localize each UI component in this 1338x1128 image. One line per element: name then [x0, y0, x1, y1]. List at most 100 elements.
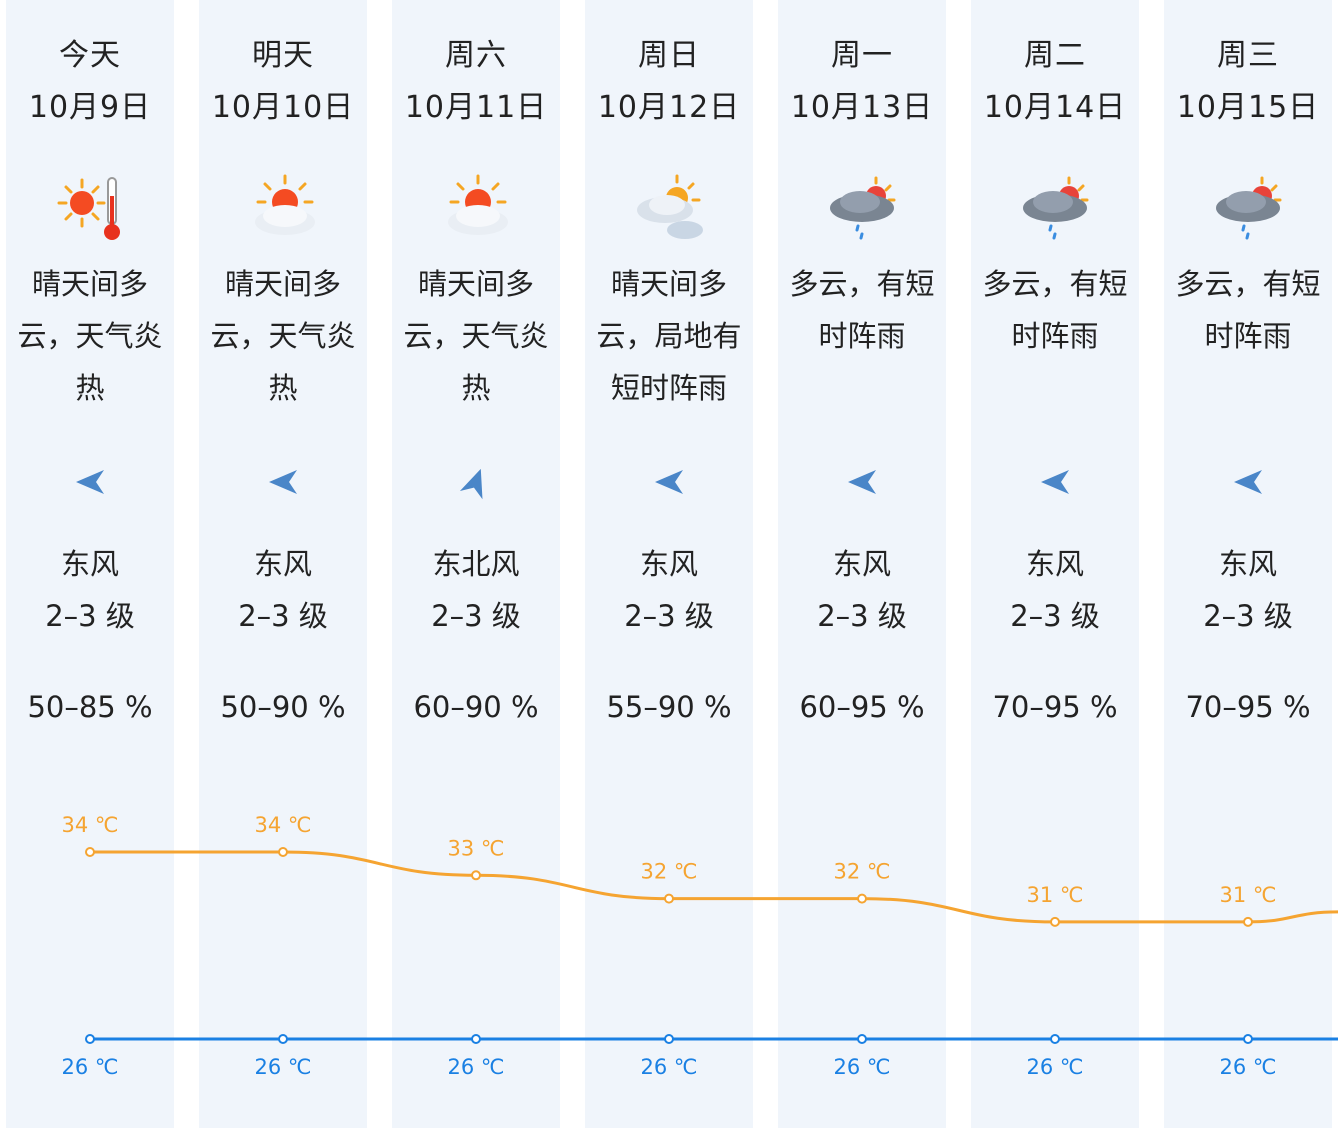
low-temperature-label: 26 ℃	[641, 1055, 698, 1079]
high-temperature-label: 32 ℃	[834, 860, 891, 884]
humidity-range: 50–90 %	[220, 690, 346, 724]
humidity-range: 60–95 %	[799, 690, 925, 724]
low-temperature-label: 26 ℃	[255, 1055, 312, 1079]
weather-description-line: 热	[268, 371, 298, 405]
forecast-day-column: 今天 10月9日晴天间多云，天气炎热东风 2–3 级 50–85 %	[6, 0, 174, 1128]
weather-description-line: 热	[75, 371, 105, 405]
day-label: 周二	[1024, 38, 1086, 73]
weather-description: 晴天间多云，天气炎热	[394, 258, 558, 414]
wind-east-arrow-icon	[649, 462, 689, 502]
forecast-day-column: 周二 10月14日 多云，有短 时阵雨 东风 2–3 级 70–95 %	[971, 0, 1139, 1128]
date-label: 10月11日	[404, 90, 548, 125]
weather-description: 晴天间多云，天气炎热	[8, 258, 172, 414]
weather-description: 晴天间多云，天气炎热	[201, 258, 365, 414]
date-label: 10月9日	[28, 90, 152, 125]
low-temperature-point	[85, 1034, 95, 1044]
low-temperature-point	[471, 1034, 481, 1044]
low-temperature-point	[278, 1034, 288, 1044]
high-temperature-point	[278, 847, 288, 857]
wind-east-arrow-icon	[70, 462, 110, 502]
day-label: 周六	[445, 38, 507, 73]
weather-description-line: 晴天间多	[224, 267, 341, 301]
day-label: 周日	[638, 38, 700, 73]
day-label: 周一	[831, 38, 893, 73]
forecast-day-column: 周六 10月11日 晴天间多云，天气炎热东北风 2–3 级 60–90 %	[392, 0, 560, 1128]
date-label: 10月14日	[983, 90, 1127, 125]
weather-description-line: 短时阵雨	[610, 371, 727, 405]
wind-level: 2–3 级	[817, 599, 907, 633]
weather-description-line: 多云，有短	[1175, 267, 1321, 301]
high-temperature-points: 34 ℃ 34 ℃ 33 ℃ 32 ℃ 32 ℃ 31 ℃ 31 ℃	[62, 813, 1277, 927]
weather-description-line: 云，天气炎	[403, 319, 549, 353]
wind-level: 2–3 级	[45, 599, 135, 633]
high-temperature-label: 33 ℃	[448, 836, 505, 860]
day-label: 明天	[252, 38, 314, 73]
wind-direction: 东风	[639, 547, 698, 581]
weather-description-line: 热	[461, 371, 491, 405]
low-temperature-label: 26 ℃	[448, 1055, 505, 1079]
weather-description-line: 晴天间多	[610, 267, 727, 301]
temperature-chart: 34 ℃ 34 ℃33 ℃32 ℃ 32 ℃31 ℃ 31 ℃ 26 ℃ 26 ℃ 26 …	[62, 813, 1338, 1079]
wind-east-arrow-icon	[1035, 462, 1075, 502]
weather-description-line: 多云，有短	[789, 267, 935, 301]
wind-east-arrow-icon	[263, 462, 303, 502]
wind-east-arrow-icon	[1228, 462, 1268, 502]
wind-direction: 东北风	[432, 547, 520, 581]
high-temperature-point	[85, 847, 95, 857]
high-temperature-point	[664, 893, 674, 904]
forecast-day-column: 周日 10月12日 晴天间多云，局地有短时阵雨东风 2–3 级 55–90 %	[585, 0, 753, 1128]
high-temperature-point	[857, 893, 867, 904]
high-temperature-label: 31 ℃	[1220, 883, 1277, 907]
date-label: 10月13日	[790, 90, 934, 125]
cloud-sun-rain-icon	[1214, 172, 1286, 244]
humidity-range: 70–95 %	[1185, 690, 1311, 724]
weather-description-line: 晴天间多	[417, 267, 534, 301]
sun-behind-cloud-icon	[442, 172, 514, 244]
low-temperature-label: 26 ℃	[834, 1055, 891, 1079]
high-temperature-point	[1050, 916, 1060, 927]
low-temperature-label: 26 ℃	[1027, 1055, 1084, 1079]
high-temperature-line	[90, 850, 1338, 924]
weather-description-line: 时阵雨	[1204, 319, 1292, 353]
humidity-range: 55–90 %	[606, 690, 732, 724]
wind-level: 2–3 级	[1010, 599, 1100, 633]
high-temperature-label: 34 ℃	[255, 813, 312, 837]
sun-behind-cloud-icon	[249, 172, 321, 244]
cloud-sun-rain-icon	[1021, 172, 1093, 244]
low-temperature-label: 26 ℃	[62, 1055, 119, 1079]
forecast-day-column: 周一 10月13日 多云，有短 时阵雨 东风 2–3 级 60–95 %	[778, 0, 946, 1128]
weather-description: 晴天间多云，局地有短时阵雨	[587, 258, 751, 414]
wind-level: 2–3 级	[1203, 599, 1293, 633]
wind-level: 2–3 级	[238, 599, 328, 633]
weather-description-line: 云，局地有	[596, 319, 742, 353]
high-temperature-point	[1243, 916, 1253, 927]
high-temperature-point	[471, 870, 481, 881]
humidity-range: 60–90 %	[413, 690, 539, 724]
date-label: 10月10日	[211, 90, 355, 125]
weather-description-line: 云，天气炎	[210, 319, 356, 353]
wind-level: 2–3 级	[431, 599, 521, 633]
weather-description: 多云，有短 时阵雨	[780, 258, 944, 362]
date-label: 10月15日	[1176, 90, 1320, 125]
day-label: 周三	[1217, 38, 1279, 73]
humidity-range: 70–95 %	[992, 690, 1118, 724]
date-label: 10月12日	[597, 90, 741, 125]
day-label: 今天	[59, 38, 121, 73]
low-temperature-point	[1050, 1034, 1060, 1044]
humidity-range: 50–85 %	[27, 690, 153, 724]
weather-description: 多云，有短时阵雨	[1166, 258, 1330, 362]
low-temperature-point	[664, 1034, 674, 1044]
sunny-hot-thermometer-icon	[56, 172, 128, 244]
high-temperature-label: 34 ℃	[62, 813, 119, 837]
weather-description-line: 云，天气炎	[17, 319, 163, 353]
forecast-day-column: 周三 10月15日 多云，有短时阵雨东风 2–3 级 70–95 %	[1164, 0, 1332, 1128]
low-temperature-label: 26 ℃	[1220, 1055, 1277, 1079]
wind-east-arrow-icon	[842, 462, 882, 502]
wind-direction: 东风	[60, 547, 119, 581]
wind-level: 2–3 级	[624, 599, 714, 633]
wind-direction: 东风	[1218, 547, 1277, 581]
high-temperature-label: 31 ℃	[1027, 883, 1084, 907]
weather-description-line: 晴天间多	[31, 267, 148, 301]
wind-direction: 东风	[1025, 547, 1084, 581]
cloud-sun-rain-icon	[828, 172, 900, 244]
